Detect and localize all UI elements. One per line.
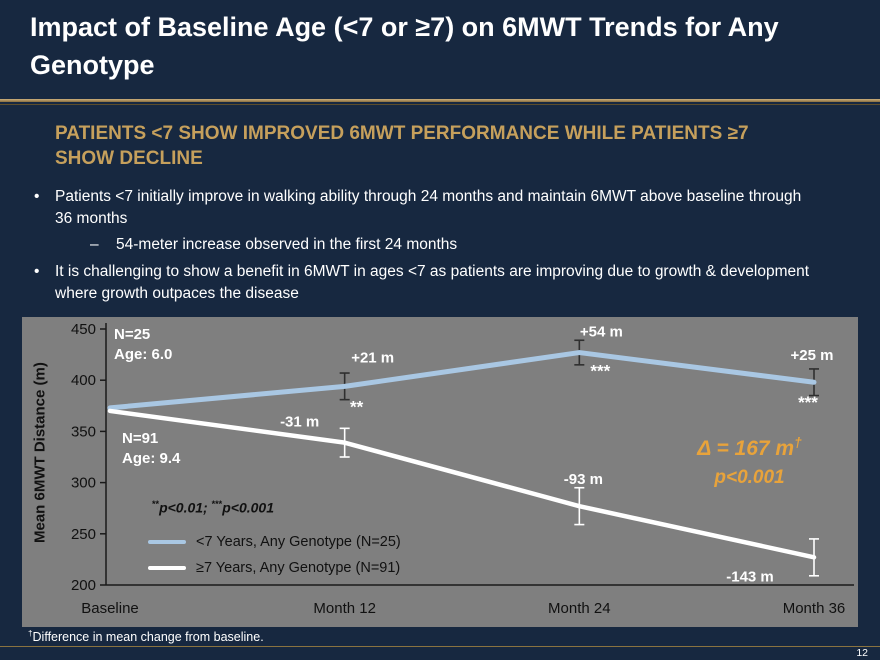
footnote-text: Difference in mean change from baseline. (32, 630, 264, 645)
x-tick-label: Month 36 (783, 600, 846, 617)
y-tick-label: 400 (71, 372, 96, 389)
y-tick-label: 200 (71, 577, 96, 594)
footnote: †Difference in mean change from baseline… (28, 629, 264, 644)
group-age: Age: 6.0 (114, 345, 173, 363)
y-tick-label: 350 (71, 423, 96, 440)
significance-marker: *** (798, 393, 818, 412)
legend-label: <7 Years, Any Genotype (N=25) (196, 534, 401, 550)
series-line (107, 408, 817, 560)
sig-text: p<0.001 (222, 499, 274, 516)
delta-value: Δ = 167 m (697, 437, 795, 460)
bullet-list: • Patients <7 initially improve in walki… (34, 186, 850, 309)
series-line (107, 350, 817, 411)
x-tick-label: Baseline (81, 600, 139, 617)
y-axis-label: Mean 6MWT Distance (m) (31, 362, 49, 544)
point-label: +25 m (791, 347, 834, 364)
bullet-text: 54-meter increase observed in the first … (116, 236, 458, 254)
significance-note: **p<0.01; ***p<0.001 (152, 499, 274, 516)
significance-marker: *** (590, 362, 610, 381)
point-label: -31 m (280, 414, 319, 431)
significance-marker: ** (350, 397, 364, 416)
footnote-dagger: † (28, 629, 33, 638)
sig-stars: *** (211, 499, 223, 509)
chart-legend: <7 Years, Any Genotype (N=25) ≥7 Years, … (148, 529, 401, 581)
delta-p-value: p<0.001 (714, 467, 785, 488)
bullet-item: • Patients <7 initially improve in walki… (34, 186, 850, 229)
chart-svg: 200 250 300 350 400 450 Baseline Month 12 Month … (71, 321, 854, 617)
bullet-text: It is challenging to show a benefit in 6… (55, 263, 810, 302)
group-annotation-under7: N=25 Age: 6.0 (114, 325, 172, 364)
title-divider (0, 99, 880, 102)
y-tick-label: 250 (71, 526, 96, 543)
x-tick-label: Month 24 (548, 600, 611, 617)
bullet-marker: • (34, 263, 40, 281)
y-tick-label: 450 (71, 321, 96, 338)
section-heading: PATIENTS <7 SHOW IMPROVED 6MWT PERFORMAN… (55, 123, 749, 170)
y-tick-label: 300 (71, 475, 96, 492)
legend-row-under7: <7 Years, Any Genotype (N=25) (148, 529, 401, 555)
bullet-marker: • (34, 188, 40, 205)
bullet-text: Patients <7 initially improve in walking… (55, 188, 802, 227)
sub-bullet-marker: – (90, 236, 99, 254)
group-age: Age: 9.4 (122, 449, 181, 467)
sig-text: p<0.01; (159, 499, 212, 516)
bullet-item: • It is challenging to show a benefit in… (34, 261, 850, 304)
point-label: +54 m (580, 324, 623, 341)
bullet-item: – 54-meter increase observed in the firs… (34, 234, 850, 256)
delta-annotation: Δ = 167 m† p<0.001 (657, 435, 842, 489)
sig-stars: ** (152, 499, 160, 509)
title-divider-shadow (0, 104, 880, 105)
legend-label: ≥7 Years, Any Genotype (N=91) (196, 560, 401, 576)
group-n: N=25 (114, 326, 151, 343)
page-number: 12 (856, 647, 868, 659)
bottom-divider (0, 646, 880, 647)
x-tick-label: Month 12 (313, 600, 376, 617)
legend-row-over7: ≥7 Years, Any Genotype (N=91) (148, 555, 401, 581)
point-label: -93 m (564, 471, 603, 488)
point-label: +21 m (351, 349, 394, 366)
chart-panel: 200 250 300 350 400 450 Baseline Month 12 Month … (22, 317, 858, 627)
legend-line-swatch-blue (148, 540, 186, 544)
point-label: -143 m (726, 568, 774, 585)
slide-title: Impact of Baseline Age (<7 or ≥7) on 6MW… (30, 12, 779, 81)
group-n: N=91 (122, 430, 159, 447)
group-annotation-over7: N=91 Age: 9.4 (122, 429, 180, 468)
legend-line-swatch-white (148, 566, 186, 570)
delta-dagger: † (794, 435, 802, 450)
